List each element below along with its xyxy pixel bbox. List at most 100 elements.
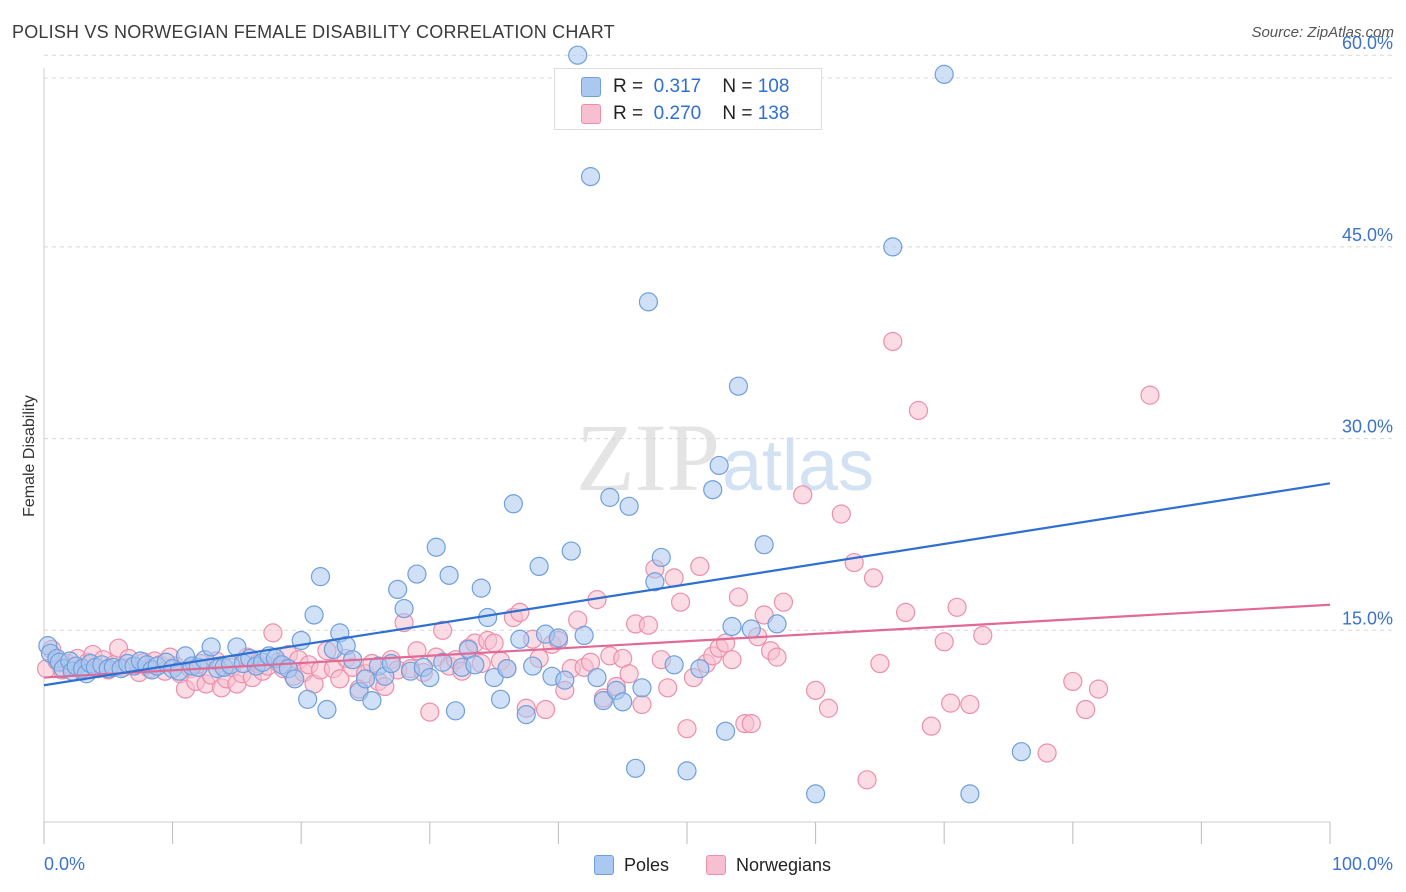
poles-point bbox=[407, 564, 427, 584]
y-tick-label: 45.0% bbox=[1342, 225, 1393, 245]
norwegians-point bbox=[773, 592, 794, 612]
legend-item-norwegians[interactable]: Norwegians bbox=[706, 852, 831, 878]
poles-point bbox=[593, 690, 614, 711]
legend-item-poles[interactable]: Poles bbox=[594, 852, 669, 878]
poles-point bbox=[677, 761, 697, 781]
poles-point bbox=[548, 628, 569, 648]
norwegians-point bbox=[947, 597, 967, 617]
norwegians-points bbox=[36, 331, 1160, 790]
poles-point bbox=[561, 541, 581, 561]
norwegians-point bbox=[638, 615, 659, 635]
norwegians-point bbox=[831, 504, 851, 524]
x-tick-label-min: 0.0% bbox=[44, 854, 85, 874]
norwegians-point bbox=[1140, 385, 1160, 405]
norwegians-point bbox=[658, 678, 678, 698]
norwegians-legend-swatch bbox=[706, 855, 726, 875]
poles-point bbox=[362, 690, 382, 711]
poles-point bbox=[587, 667, 607, 688]
poles-point bbox=[600, 487, 620, 507]
norwegians-point bbox=[670, 592, 691, 612]
source-label: Source: ZipAtlas.com bbox=[1251, 24, 1394, 41]
norwegians-point bbox=[1063, 671, 1083, 692]
norwegians-point bbox=[857, 770, 877, 790]
axes bbox=[43, 68, 1331, 844]
poles-point bbox=[1011, 742, 1031, 762]
norwegians-stats: R = 0.270 N = 138 bbox=[613, 102, 789, 126]
poles-point bbox=[741, 619, 761, 639]
trend-lines bbox=[43, 482, 1331, 687]
poles-point bbox=[355, 669, 376, 689]
norwegians-point bbox=[690, 556, 710, 577]
poles-point bbox=[310, 567, 331, 587]
y-tick-label: 15.0% bbox=[1342, 608, 1393, 628]
poles-swatch bbox=[581, 77, 601, 97]
norwegians-point bbox=[941, 693, 961, 713]
norwegians-point bbox=[263, 623, 283, 643]
norwegians-point bbox=[664, 568, 684, 588]
poles-point bbox=[715, 721, 736, 741]
poles-point bbox=[805, 784, 826, 804]
norwegians-point bbox=[883, 331, 903, 352]
norwegians-point bbox=[805, 680, 826, 700]
poles-point bbox=[625, 758, 646, 778]
x-tick-label-max: 100.0% bbox=[1332, 854, 1393, 874]
poles-point bbox=[580, 167, 601, 187]
norwegians-point bbox=[863, 568, 884, 588]
poles-point bbox=[523, 656, 543, 676]
poles-point bbox=[619, 496, 639, 516]
norwegians-point bbox=[741, 713, 761, 734]
norwegians-point bbox=[484, 633, 504, 653]
poles-point bbox=[934, 64, 954, 84]
chart-title: POLISH VS NORWEGIAN FEMALE DISABILITY CO… bbox=[12, 22, 615, 42]
poles-legend-label: Poles bbox=[624, 854, 670, 875]
norwegians-point bbox=[793, 485, 813, 505]
norwegians-point bbox=[767, 647, 787, 667]
norwegians-point bbox=[1037, 743, 1057, 763]
poles-point bbox=[960, 784, 980, 804]
norwegians-point bbox=[715, 633, 736, 653]
poles-point bbox=[709, 455, 729, 476]
poles-legend-swatch bbox=[594, 855, 614, 875]
norwegians-point bbox=[896, 602, 916, 623]
poles-point bbox=[568, 45, 588, 65]
poles-n-value: 108 bbox=[757, 76, 790, 97]
norwegians-point bbox=[908, 400, 929, 421]
poles-point bbox=[516, 705, 536, 725]
norwegians-point bbox=[677, 719, 697, 739]
poles-point bbox=[388, 579, 408, 600]
grid-lines bbox=[44, 54, 1392, 631]
poles-point bbox=[465, 655, 485, 675]
poles-point bbox=[638, 292, 659, 312]
norwegians-point bbox=[728, 587, 749, 607]
poles-point bbox=[883, 237, 903, 257]
norwegians-point bbox=[722, 650, 742, 670]
poles-point bbox=[722, 616, 742, 637]
norwegians-point bbox=[632, 694, 652, 715]
norwegians-point bbox=[960, 694, 980, 715]
poles-n-label: N = bbox=[722, 76, 753, 97]
norwegians-point bbox=[921, 716, 941, 736]
poles-point bbox=[574, 625, 594, 646]
poles-r-value: 0.317 bbox=[653, 76, 702, 97]
poles-point bbox=[555, 670, 575, 690]
norwegians-point bbox=[619, 664, 639, 684]
poles-point bbox=[317, 699, 337, 720]
correlation-legend: R = 0.317 N = 108 R = 0.270 N = 138 bbox=[554, 68, 822, 130]
norwegians-r-value: 0.270 bbox=[653, 103, 702, 124]
poles-trend-line bbox=[43, 482, 1331, 687]
poles-point bbox=[632, 678, 652, 698]
poles-r-label: R = bbox=[613, 76, 644, 97]
poles-stats: R = 0.317 N = 108 bbox=[613, 75, 789, 99]
norwegians-point bbox=[420, 702, 440, 722]
poles-point bbox=[490, 689, 511, 709]
poles-point bbox=[394, 598, 414, 619]
norwegians-n-label: N = bbox=[722, 103, 753, 124]
poles-point bbox=[201, 637, 221, 657]
poles-point bbox=[445, 701, 466, 721]
poles-point bbox=[439, 565, 459, 585]
poles-point bbox=[645, 572, 665, 592]
norwegians-point bbox=[433, 620, 453, 640]
norwegians-point bbox=[330, 669, 350, 689]
poles-point bbox=[690, 659, 710, 679]
norwegians-point bbox=[535, 699, 556, 720]
